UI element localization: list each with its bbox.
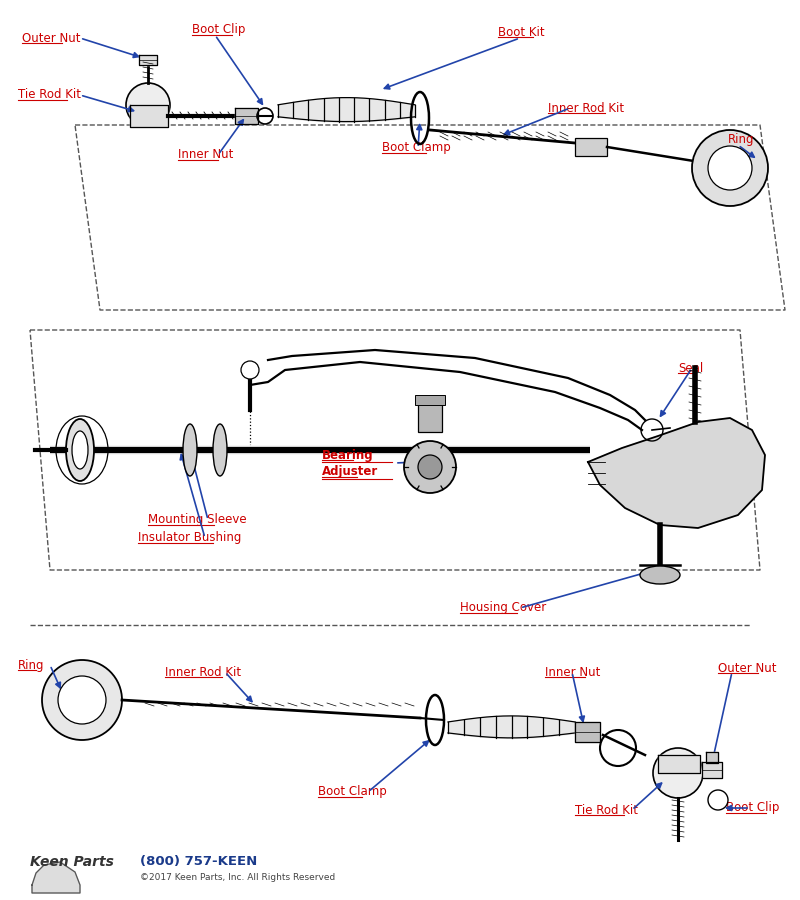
Text: Inner Nut: Inner Nut <box>178 148 234 161</box>
Text: Bearing: Bearing <box>322 448 374 462</box>
Circle shape <box>692 130 768 206</box>
Circle shape <box>58 676 106 724</box>
Polygon shape <box>706 752 718 763</box>
Text: Insulator Bushing: Insulator Bushing <box>138 532 242 544</box>
Text: Boot Clip: Boot Clip <box>726 802 779 814</box>
Text: Boot Clip: Boot Clip <box>192 23 246 37</box>
Text: Adjuster: Adjuster <box>322 465 378 479</box>
Circle shape <box>653 748 703 798</box>
Polygon shape <box>702 762 722 778</box>
Circle shape <box>126 83 170 127</box>
Ellipse shape <box>213 424 227 476</box>
Circle shape <box>42 660 122 740</box>
Polygon shape <box>658 755 700 773</box>
Bar <box>415 395 445 405</box>
Text: Inner Rod Kit: Inner Rod Kit <box>548 102 624 114</box>
Ellipse shape <box>72 431 88 469</box>
Text: ©2017 Keen Parts, Inc. All Rights Reserved: ©2017 Keen Parts, Inc. All Rights Reserv… <box>140 874 335 883</box>
Text: Keen Parts: Keen Parts <box>30 855 114 869</box>
Text: Ring: Ring <box>728 133 754 147</box>
Bar <box>575 138 607 156</box>
Polygon shape <box>575 722 600 742</box>
Circle shape <box>404 441 456 493</box>
Text: (800) 757-KEEN: (800) 757-KEEN <box>140 856 258 868</box>
Ellipse shape <box>640 566 680 584</box>
Text: Seal: Seal <box>678 362 703 374</box>
Polygon shape <box>588 418 765 528</box>
Text: Outer Nut: Outer Nut <box>22 32 81 44</box>
Text: Inner Rod Kit: Inner Rod Kit <box>165 665 241 679</box>
Text: Mounting Sleeve: Mounting Sleeve <box>148 514 246 526</box>
Circle shape <box>241 361 259 379</box>
Text: Tie Rod Kit: Tie Rod Kit <box>18 88 81 102</box>
Circle shape <box>708 146 752 190</box>
Text: Boot Clamp: Boot Clamp <box>382 141 450 155</box>
Ellipse shape <box>66 419 94 481</box>
Text: Inner Nut: Inner Nut <box>545 665 600 679</box>
Text: Outer Nut: Outer Nut <box>718 662 777 674</box>
Polygon shape <box>130 105 168 127</box>
Polygon shape <box>139 55 157 65</box>
Text: Tie Rod Kit: Tie Rod Kit <box>575 804 638 816</box>
Text: Boot Clamp: Boot Clamp <box>318 786 386 798</box>
Ellipse shape <box>183 424 197 476</box>
Text: Ring: Ring <box>18 659 45 671</box>
Circle shape <box>418 455 442 479</box>
Text: Boot Kit: Boot Kit <box>498 25 545 39</box>
Polygon shape <box>235 108 258 124</box>
Text: Housing Cover: Housing Cover <box>460 601 546 615</box>
Polygon shape <box>32 862 80 893</box>
Bar <box>418 400 442 432</box>
